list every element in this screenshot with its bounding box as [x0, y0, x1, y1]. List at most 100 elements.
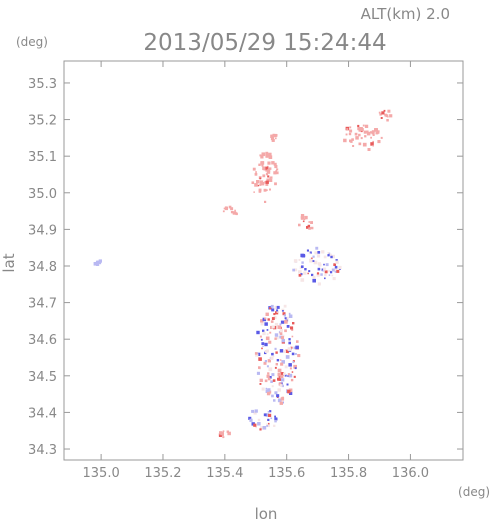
echo-pixel: [290, 378, 294, 382]
echo-pixel: [296, 340, 299, 343]
echo-pixel: [268, 340, 272, 344]
echo-pixel: [274, 134, 278, 137]
echo-pixel: [383, 109, 386, 112]
echo-pixel: [274, 391, 278, 395]
echo-pixel: [257, 418, 261, 422]
echo-southern-tail: [248, 409, 278, 431]
echo-pixel: [267, 168, 271, 172]
echo-pixel: [285, 316, 289, 320]
echo-pixel: [304, 268, 307, 271]
echo-pixel: [271, 134, 274, 138]
echo-pixel: [317, 251, 321, 254]
echo-pixel: [269, 410, 272, 413]
echo-pixel: [267, 175, 270, 178]
echo-pixel: [278, 382, 282, 386]
echo-pixel: [275, 311, 279, 315]
echo-pixel: [268, 422, 270, 425]
echo-pixel: [259, 428, 262, 431]
echo-pixel: [279, 349, 284, 353]
echo-pixel: [290, 326, 294, 330]
echo-pixel: [288, 363, 292, 367]
echo-pixel: [293, 364, 297, 369]
echo-pixel: [370, 142, 374, 146]
echo-pixel: [276, 394, 280, 398]
echo-pixel: [263, 188, 267, 192]
y-tick-label: 35.1: [28, 150, 57, 165]
echo-pixel: [266, 189, 268, 191]
echo-pixel: [251, 181, 255, 184]
echo-pixel: [248, 416, 252, 420]
echo-pixel: [277, 388, 281, 392]
echo-pixel: [271, 373, 275, 377]
echo-pixel: [265, 154, 269, 158]
echo-pixel: [259, 383, 262, 385]
echo-pixel: [354, 132, 358, 136]
echo-pixel: [265, 413, 269, 417]
echo-pixel: [297, 354, 301, 358]
echo-pixel: [271, 138, 275, 142]
echo-pixel: [364, 135, 367, 138]
echo-pixel: [277, 368, 282, 373]
echo-pixel: [267, 372, 270, 375]
echo-pixel: [277, 372, 281, 377]
echo-pixel: [265, 180, 269, 184]
y-tick-label: 34.6: [28, 333, 57, 348]
echo-pixel: [265, 151, 269, 155]
echo-pixel: [360, 137, 363, 140]
echo-pixel: [255, 426, 257, 429]
echo-pixel: [259, 335, 262, 338]
echo-pixel: [385, 114, 389, 118]
echo-pixel: [262, 174, 266, 178]
echo-pixel: [293, 346, 297, 350]
echo-pixel: [309, 251, 312, 254]
echo-pixel: [261, 164, 264, 167]
echo-pixel: [265, 387, 268, 390]
echo-southern-strip: [254, 304, 301, 405]
echo-pixel: [98, 259, 102, 263]
echo-pixel: [309, 258, 313, 263]
echo-pixel: [379, 113, 382, 116]
echo-pixel: [278, 378, 282, 381]
echo-pixel: [331, 254, 335, 259]
echo-pixel: [336, 269, 340, 273]
echo-pixel: [310, 257, 313, 260]
y-tick-label: 34.7: [28, 297, 57, 312]
echo-pixel: [274, 366, 277, 369]
echo-pixel: [308, 221, 310, 223]
echo-pixel: [264, 351, 267, 355]
echo-pixel: [370, 136, 372, 139]
echo-pixel: [295, 353, 297, 355]
y-tick-label: 35.2: [28, 114, 57, 129]
echo-pixel: [314, 251, 318, 255]
echo-pixel: [270, 356, 274, 360]
echo-pixel: [268, 167, 272, 170]
echo-pixel: [281, 384, 284, 388]
echo-pixel: [367, 148, 371, 151]
echo-pixel: [316, 273, 320, 277]
echo-pixel: [262, 329, 265, 332]
echo-pixel: [264, 317, 267, 320]
echo-pixel: [288, 312, 291, 315]
echo-pixel: [350, 140, 353, 143]
y-tick-label: 35.3: [28, 77, 57, 92]
echo-pixel: [271, 308, 275, 312]
echo-pixel: [277, 398, 282, 403]
echo-pixel: [279, 323, 282, 326]
echo-pixel: [282, 312, 286, 316]
echo-pixel: [289, 367, 292, 370]
echo-pixel: [288, 314, 293, 318]
echo-pixel: [359, 127, 362, 130]
echo-pixel: [249, 418, 253, 422]
echo-pixel: [335, 259, 338, 262]
echo-pixel: [306, 226, 309, 229]
echo-pixel: [288, 341, 291, 345]
echo-pixel: [308, 270, 311, 273]
y-tick-label: 34.4: [28, 406, 57, 421]
x-tick-label: 135.0: [83, 466, 120, 481]
echo-pixel: [294, 268, 298, 272]
echo-pixel: [251, 409, 255, 413]
echo-pixel: [348, 132, 352, 136]
echo-pixel: [276, 168, 279, 171]
echo-pixel: [262, 345, 264, 347]
